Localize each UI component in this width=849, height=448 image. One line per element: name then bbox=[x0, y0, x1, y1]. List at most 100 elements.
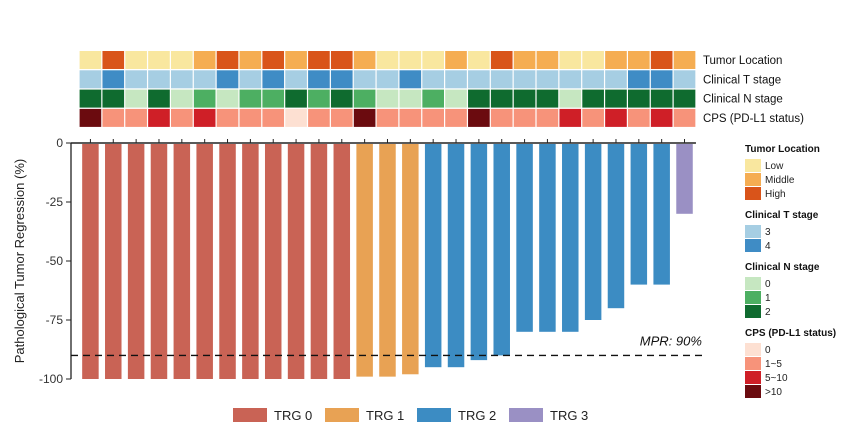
legend-swatch bbox=[745, 239, 761, 252]
bar bbox=[219, 144, 236, 379]
heatmap-cell bbox=[308, 108, 330, 127]
heatmap-cell bbox=[125, 108, 147, 127]
heatmap-cell bbox=[582, 70, 604, 89]
legend-swatch bbox=[745, 225, 761, 238]
heatmap-cell bbox=[536, 51, 559, 69]
bar bbox=[196, 144, 213, 379]
heatmap-cell bbox=[513, 70, 536, 89]
heatmap-cell bbox=[171, 51, 193, 69]
y-tick-label: -25 bbox=[46, 195, 64, 209]
heatmap-cell bbox=[239, 89, 262, 108]
heatmap-cell bbox=[445, 70, 467, 89]
bar bbox=[173, 144, 191, 379]
bar bbox=[584, 144, 602, 320]
heatmap-cell bbox=[628, 108, 650, 127]
heatmap-cell bbox=[536, 108, 559, 127]
bar bbox=[242, 144, 259, 379]
heatmap-cell bbox=[353, 108, 376, 127]
heatmap-cell bbox=[125, 51, 147, 69]
heatmap-cell bbox=[148, 108, 170, 127]
heatmap-cell bbox=[673, 89, 696, 108]
bar bbox=[630, 144, 648, 285]
heatmap-cell bbox=[422, 51, 444, 69]
legend-label: >10 bbox=[765, 387, 782, 398]
legend-label: 2 bbox=[765, 307, 771, 318]
legend-swatch bbox=[745, 357, 761, 370]
heatmap-cell bbox=[536, 70, 559, 89]
legend-label: Middle bbox=[765, 175, 795, 186]
trg-legend-label: TRG 0 bbox=[274, 408, 312, 423]
legend-label: 3 bbox=[765, 227, 771, 238]
trg-legend: TRG 0 TRG 1 TRG 2 TRG 3 bbox=[233, 408, 588, 423]
heatmap-cell bbox=[468, 108, 490, 127]
heatmap-cell bbox=[628, 70, 650, 89]
heatmap-cell bbox=[262, 70, 285, 89]
bar bbox=[356, 144, 373, 377]
heatmap-cell bbox=[262, 89, 285, 108]
heatmap-cell bbox=[239, 70, 262, 89]
bar bbox=[539, 144, 556, 332]
heatmap-cell bbox=[559, 108, 582, 127]
heatmap-cell bbox=[102, 51, 125, 69]
heatmap-cell bbox=[148, 51, 170, 69]
legend-label: High bbox=[765, 189, 786, 200]
legend-title: CPS (PD-L1 status) bbox=[745, 328, 836, 339]
heatmap-cell bbox=[308, 70, 330, 89]
bar bbox=[676, 144, 693, 214]
trg-legend-label: TRG 1 bbox=[366, 408, 404, 423]
annotation-heatmap bbox=[79, 51, 696, 127]
heatmap-cell bbox=[216, 89, 239, 108]
heatmap-cell bbox=[193, 70, 216, 89]
heatmap-cell bbox=[582, 108, 604, 127]
trg-legend-swatch bbox=[233, 408, 267, 422]
heatmap-cell bbox=[216, 108, 239, 127]
heatmap-cell bbox=[490, 70, 513, 89]
heatmap-cell bbox=[673, 108, 696, 127]
heatmap-cell bbox=[445, 51, 467, 69]
heatmap-cell bbox=[308, 51, 330, 69]
heatmap-cell bbox=[559, 70, 582, 89]
heatmap-cell bbox=[79, 89, 102, 108]
legend-swatch bbox=[745, 187, 761, 200]
trg-legend-swatch bbox=[325, 408, 359, 422]
bar bbox=[402, 144, 419, 375]
heatmap-cell bbox=[490, 51, 513, 69]
heatmap-cell bbox=[513, 89, 536, 108]
heatmap-cell bbox=[262, 108, 285, 127]
heatmap-cell bbox=[605, 70, 627, 89]
bar bbox=[82, 144, 99, 379]
bar bbox=[424, 144, 442, 368]
heatmap-cell bbox=[673, 70, 696, 89]
trg-legend-swatch bbox=[417, 408, 451, 422]
heatmap-cell bbox=[673, 51, 696, 69]
heatmap-cell bbox=[193, 89, 216, 108]
mpr-threshold-label: MPR: 90% bbox=[640, 333, 702, 348]
heatmap-legend: Tumor Location Low Middle High Clinical T st… bbox=[745, 144, 836, 398]
heatmap-cell bbox=[193, 108, 216, 127]
heatmap-cell bbox=[399, 51, 422, 69]
legend-swatch bbox=[745, 371, 761, 384]
heatmap-cell bbox=[605, 51, 627, 69]
heatmap-cell bbox=[536, 89, 559, 108]
heatmap-row-label: CPS (PD-L1 status) bbox=[703, 113, 804, 125]
heatmap-cell bbox=[262, 51, 285, 69]
bar bbox=[447, 144, 465, 368]
heatmap-cell bbox=[353, 89, 376, 108]
bar bbox=[470, 144, 488, 361]
heatmap-cell bbox=[171, 89, 193, 108]
heatmap-cell bbox=[605, 108, 627, 127]
heatmap-row-label: Clinical T stage bbox=[703, 74, 781, 86]
bar bbox=[493, 144, 510, 356]
trg-legend-label: TRG 3 bbox=[550, 408, 588, 423]
heatmap-cell bbox=[171, 108, 193, 127]
bar bbox=[379, 144, 396, 377]
bar bbox=[105, 144, 122, 379]
bar bbox=[607, 144, 625, 309]
heatmap-cell bbox=[559, 89, 582, 108]
heatmap-cell bbox=[330, 108, 353, 127]
heatmap-cell bbox=[422, 108, 444, 127]
heatmap-cell bbox=[308, 89, 330, 108]
bar bbox=[264, 144, 282, 379]
plot-area: 0 -25 -50 -75 -100 MPR: 90% Pathological Tum… bbox=[12, 136, 704, 386]
heatmap-cell bbox=[376, 51, 399, 69]
